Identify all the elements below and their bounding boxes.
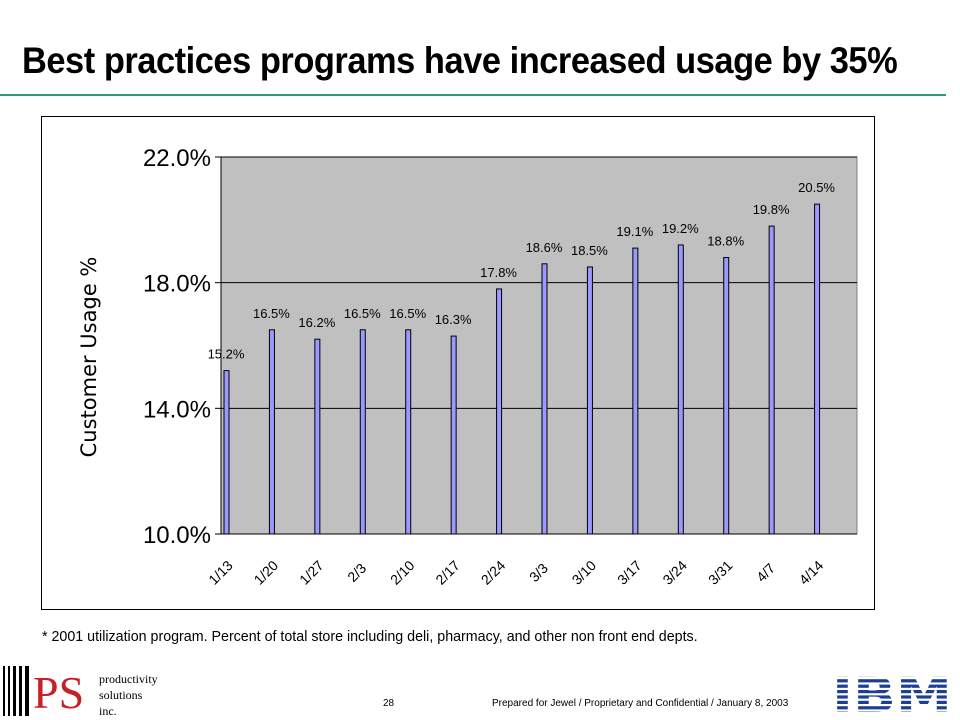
- data-label: 19.8%: [753, 202, 790, 217]
- data-label: 16.5%: [389, 306, 426, 321]
- x-tick-label: 3/17: [614, 557, 645, 588]
- data-label: 16.5%: [253, 306, 290, 321]
- ps-logo-mark: PS: [33, 667, 84, 718]
- footer-confidentiality: Prepared for Jewel / Proprietary and Con…: [492, 698, 789, 709]
- data-label: 16.2%: [298, 315, 335, 330]
- chart-frame: 10.0% 14.0% 18.0% 22.0% 15.2% 16.5% 16.2% 16.5%…: [41, 116, 875, 610]
- bar: [405, 329, 412, 535]
- productivity-solutions-logo: PS productivity solutions inc.: [3, 666, 158, 718]
- bar: [541, 263, 548, 535]
- page-number: 28: [383, 698, 395, 709]
- x-tick-label: 1/13: [205, 557, 236, 588]
- x-tick-label: 2/24: [478, 557, 509, 588]
- data-label: 16.5%: [344, 306, 381, 321]
- bar: [450, 335, 457, 535]
- y-tick-label: 10.0%: [143, 522, 211, 549]
- plot-area: [220, 156, 858, 535]
- ibm-stripe: [829, 693, 955, 696]
- y-tick-label: 18.0%: [143, 271, 211, 298]
- bar: [723, 257, 730, 535]
- usage-bar-chart: 10.0% 14.0% 18.0% 22.0% 15.2% 16.5% 16.2% 16.5%…: [77, 145, 858, 588]
- bar: [496, 288, 503, 535]
- bar: [632, 247, 639, 535]
- ibm-stripe: [829, 677, 955, 680]
- ibm-stripe: [829, 714, 955, 717]
- y-axis-title: Customer Usage %: [77, 257, 101, 458]
- ibm-stripe: [829, 698, 955, 701]
- x-tick-label: 2/10: [387, 557, 418, 588]
- footnote: * 2001 utilization program. Percent of t…: [42, 628, 698, 645]
- ibm-stripe: [829, 709, 955, 712]
- x-tick-label: 2/17: [432, 557, 463, 588]
- bar: [586, 266, 593, 535]
- ibm-stripe: [829, 704, 955, 707]
- data-label: 19.2%: [662, 221, 699, 236]
- ibm-logo: IBM: [829, 668, 955, 718]
- slide-title: Best practices programs have increased u…: [22, 40, 898, 81]
- title-underline: [0, 94, 946, 96]
- data-label: 19.1%: [616, 224, 653, 239]
- bar: [677, 244, 684, 535]
- y-tick-label: 14.0%: [143, 396, 211, 423]
- bar: [268, 329, 275, 535]
- data-label: 17.8%: [480, 265, 517, 280]
- x-tick-label: 3/24: [659, 557, 690, 588]
- data-label: 20.5%: [798, 180, 835, 195]
- bar: [359, 329, 366, 535]
- bar: [814, 203, 821, 535]
- logo-text-line3: inc.: [99, 704, 117, 718]
- data-label: 18.5%: [571, 243, 608, 258]
- bar: [314, 338, 321, 535]
- logo-text-line1: productivity: [99, 672, 158, 686]
- logo-text-line2: solutions: [99, 688, 143, 702]
- data-label: 16.3%: [435, 312, 472, 327]
- data-label: 18.8%: [707, 234, 744, 249]
- ibm-stripe: [829, 687, 955, 690]
- x-tick-label: 3/3: [526, 560, 551, 585]
- y-tick-label: 22.0%: [143, 145, 211, 172]
- data-label: 18.6%: [526, 240, 563, 255]
- x-tick-label: 1/20: [251, 557, 282, 588]
- x-tick-label: 3/31: [705, 557, 736, 588]
- x-tick-label: 4/14: [796, 557, 827, 588]
- x-tick-label: 3/10: [569, 557, 600, 588]
- data-label: 15.2%: [208, 347, 245, 362]
- x-tick-label: 1/27: [296, 557, 327, 588]
- bar: [223, 370, 230, 535]
- bar: [768, 225, 775, 535]
- x-tick-label: 4/7: [753, 560, 778, 585]
- x-tick-label: 2/3: [344, 560, 369, 585]
- ibm-stripe: [829, 682, 955, 685]
